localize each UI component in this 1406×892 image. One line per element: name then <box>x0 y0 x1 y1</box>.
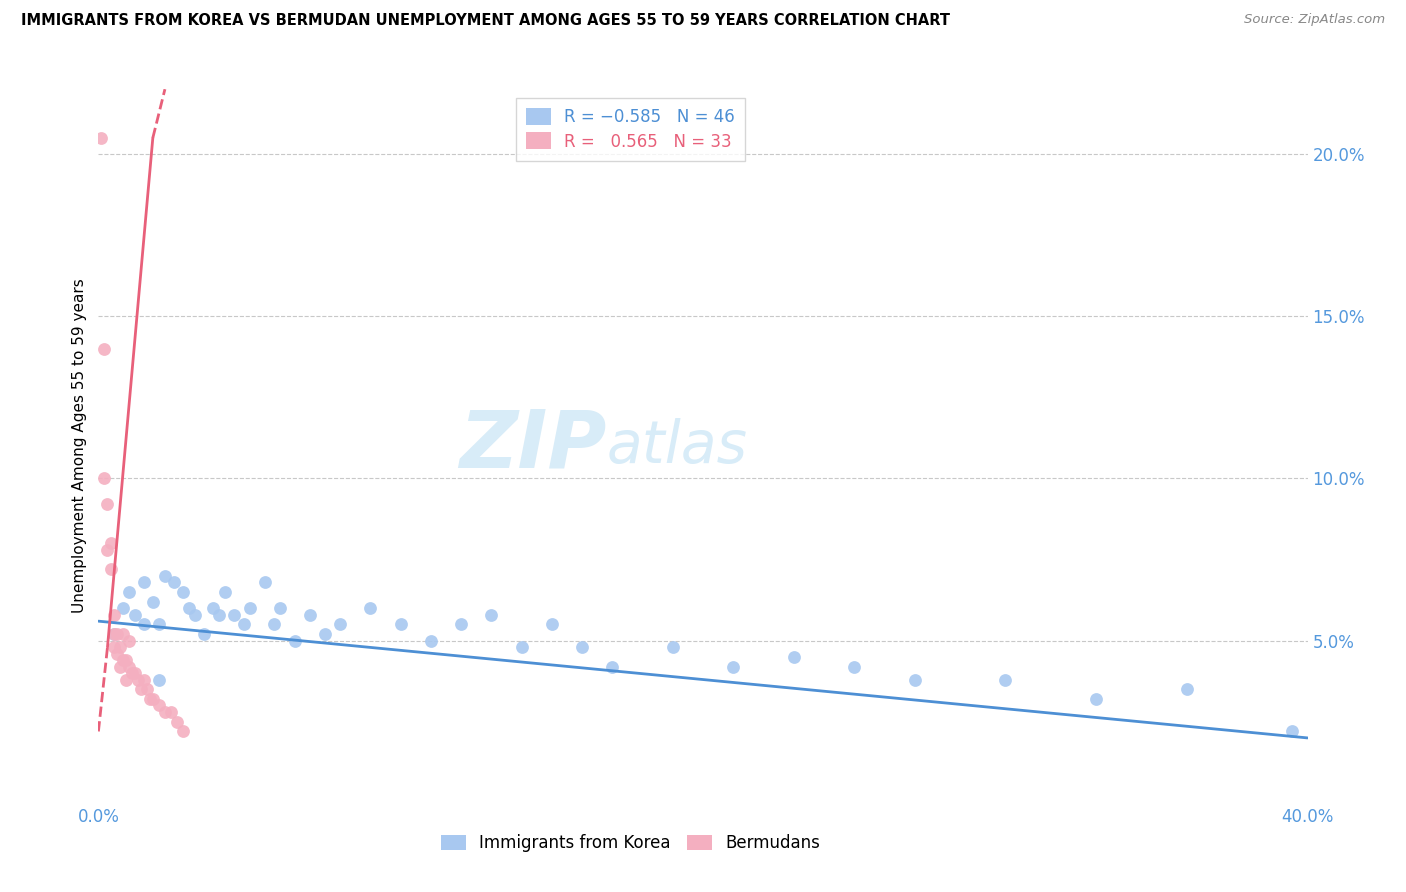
Point <box>118 633 141 648</box>
Point <box>172 724 194 739</box>
Text: Source: ZipAtlas.com: Source: ZipAtlas.com <box>1244 13 1385 27</box>
Point <box>994 673 1017 687</box>
Point <box>904 673 927 687</box>
Point <box>571 640 593 654</box>
Point <box>135 682 157 697</box>
Text: IMMIGRANTS FROM KOREA VS BERMUDAN UNEMPLOYMENT AMONG AGES 55 TO 59 YEARS CORRELA: IMMIGRANTS FROM KOREA VS BERMUDAN UNEMPL… <box>21 13 950 29</box>
Point <box>723 659 745 673</box>
Point <box>153 705 176 719</box>
Point <box>148 617 170 632</box>
Point <box>253 575 276 590</box>
Point <box>139 692 162 706</box>
Point <box>127 673 149 687</box>
Point <box>100 536 122 550</box>
Point <box>263 617 285 632</box>
Point <box>1175 682 1198 697</box>
Text: atlas: atlas <box>606 417 747 475</box>
Point <box>166 714 188 729</box>
Point <box>132 617 155 632</box>
Point <box>184 607 207 622</box>
Point <box>481 607 503 622</box>
Point <box>118 659 141 673</box>
Point <box>844 659 866 673</box>
Legend: Immigrants from Korea, Bermudans: Immigrants from Korea, Bermudans <box>434 828 827 859</box>
Point <box>232 617 254 632</box>
Point <box>284 633 307 648</box>
Y-axis label: Unemployment Among Ages 55 to 59 years: Unemployment Among Ages 55 to 59 years <box>72 278 87 614</box>
Point <box>90 131 112 145</box>
Point <box>124 666 146 681</box>
Point <box>179 601 201 615</box>
Point <box>153 568 176 582</box>
Point <box>108 640 131 654</box>
Point <box>121 666 143 681</box>
Point <box>96 542 118 557</box>
Point <box>129 682 152 697</box>
Point <box>269 601 291 615</box>
Point <box>142 692 165 706</box>
Point <box>103 640 125 654</box>
Point <box>163 575 186 590</box>
Point <box>96 497 118 511</box>
Point <box>93 342 115 356</box>
Point <box>100 562 122 576</box>
Point <box>103 627 125 641</box>
Point <box>132 673 155 687</box>
Point <box>114 673 136 687</box>
Point <box>193 627 215 641</box>
Point <box>662 640 685 654</box>
Point <box>148 698 170 713</box>
Point <box>105 627 128 641</box>
Point <box>103 627 125 641</box>
Point <box>93 471 115 485</box>
Point <box>602 659 624 673</box>
Point <box>124 607 146 622</box>
Point <box>160 705 183 719</box>
Point <box>108 659 131 673</box>
Point <box>111 653 134 667</box>
Point <box>118 585 141 599</box>
Point <box>214 585 236 599</box>
Point <box>540 617 562 632</box>
Point <box>1281 724 1303 739</box>
Point <box>510 640 533 654</box>
Point <box>314 627 336 641</box>
Point <box>360 601 382 615</box>
Point <box>142 595 165 609</box>
Point <box>389 617 412 632</box>
Point <box>202 601 225 615</box>
Point <box>111 627 134 641</box>
Point <box>105 647 128 661</box>
Point <box>208 607 231 622</box>
Point <box>1085 692 1108 706</box>
Point <box>132 575 155 590</box>
Point <box>148 673 170 687</box>
Point <box>111 601 134 615</box>
Point <box>450 617 472 632</box>
Point <box>420 633 443 648</box>
Point <box>172 585 194 599</box>
Point <box>783 649 806 664</box>
Point <box>114 653 136 667</box>
Point <box>299 607 322 622</box>
Text: ZIP: ZIP <box>458 407 606 485</box>
Point <box>239 601 262 615</box>
Point <box>103 607 125 622</box>
Point <box>224 607 246 622</box>
Point <box>329 617 352 632</box>
